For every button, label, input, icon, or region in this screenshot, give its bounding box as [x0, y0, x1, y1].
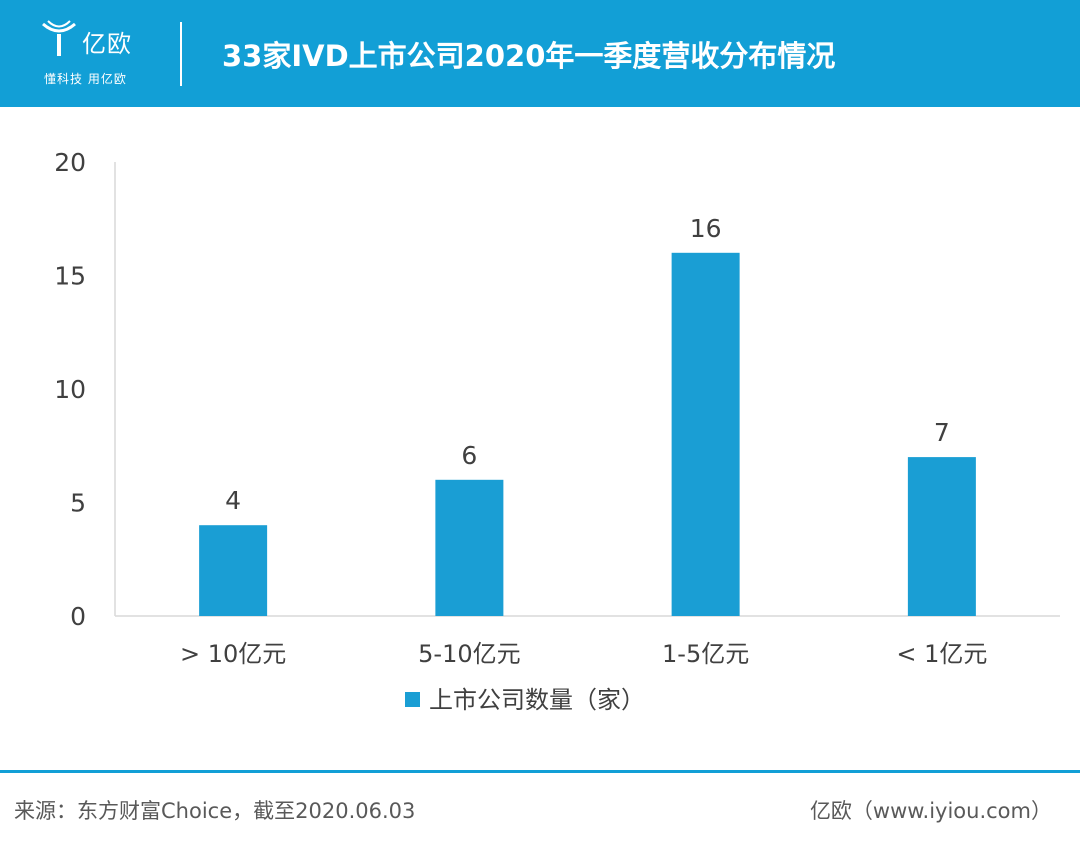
bar-chart: 0 5 10 15 20 > 10亿元 5-10亿元 1-5亿元 < 1亿元 4 6 16 7 上市… — [54, 148, 1060, 714]
data-label: 6 — [461, 441, 477, 470]
footer-brand: 亿欧（www.iyiou.com） — [809, 799, 1052, 823]
legend: 上市公司数量（家） — [405, 686, 645, 714]
bar — [435, 479, 504, 616]
data-label: 4 — [225, 486, 241, 515]
bar-series — [199, 252, 976, 617]
y-tick-label: 10 — [54, 375, 86, 404]
brand-logo: 亿欧 懂科技 用亿欧 — [40, 14, 160, 94]
brand-name: 亿欧 — [82, 30, 132, 58]
data-labels: 4 6 16 7 — [225, 214, 950, 515]
x-tick-label: 5-10亿元 — [418, 640, 520, 668]
bar — [907, 457, 976, 616]
footer-divider — [0, 770, 1080, 773]
brand-slogan: 懂科技 用亿欧 — [44, 72, 127, 86]
legend-swatch — [405, 692, 420, 707]
header-banner: 亿欧 懂科技 用亿欧 33家IVD上市公司2020年一季度营收分布情况 — [0, 0, 1080, 107]
page-title: 33家IVD上市公司2020年一季度营收分布情况 — [222, 39, 836, 73]
y-tick-label: 15 — [54, 262, 86, 291]
y-tick-label: 0 — [70, 602, 86, 631]
legend-label: 上市公司数量（家） — [429, 686, 645, 714]
data-label: 16 — [690, 214, 722, 243]
footer-source: 来源：东方财富Choice，截至2020.06.03 — [14, 799, 416, 823]
y-tick-label: 5 — [70, 489, 86, 518]
data-label: 7 — [934, 418, 950, 447]
x-axis: > 10亿元 5-10亿元 1-5亿元 < 1亿元 — [115, 615, 1060, 668]
header-divider — [180, 22, 182, 86]
x-tick-label: 1-5亿元 — [662, 640, 749, 668]
x-tick-label: > 10亿元 — [180, 640, 286, 668]
y-axis: 0 5 10 15 20 — [54, 148, 116, 631]
y-tick-label: 20 — [54, 148, 86, 177]
bar — [199, 525, 268, 616]
yiou-logo-icon — [42, 20, 76, 56]
bar — [671, 252, 740, 617]
x-tick-label: < 1亿元 — [896, 640, 987, 668]
